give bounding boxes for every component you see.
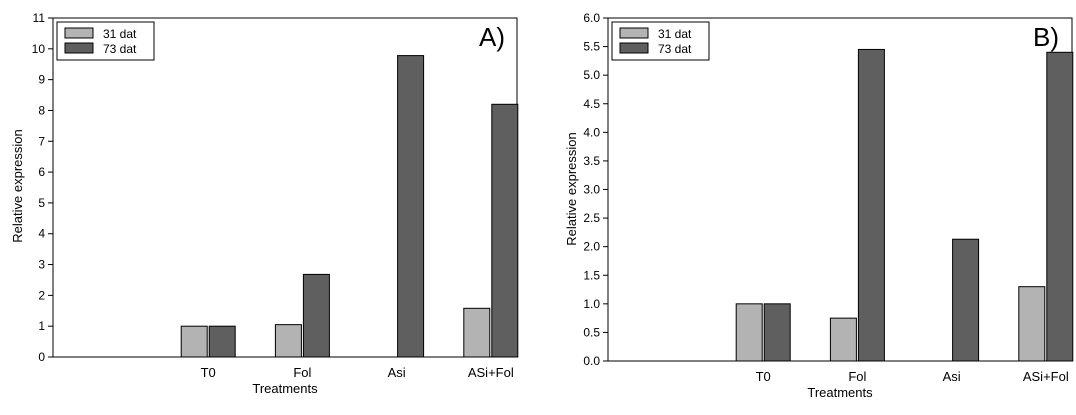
y-axis-label: Relative expression: [564, 132, 579, 245]
bar-73-dat-Fol: [857, 48, 885, 362]
bar-73-dat-T0: [208, 325, 236, 358]
x-category-label: Fol: [293, 365, 311, 380]
x-category-label: T0: [756, 369, 771, 384]
y-tick-label: 1: [38, 319, 45, 333]
bar-31-dat-ASiFol: [463, 307, 491, 358]
y-tick-label: 1.5: [583, 268, 600, 282]
x-category-label: Asi: [943, 369, 961, 384]
y-tick-label: 4: [38, 227, 45, 241]
legend-label: 31 dat: [103, 27, 137, 41]
bar-73-dat-T0: [763, 303, 791, 362]
bar-73-dat-ASiFol: [491, 103, 519, 358]
y-axis-label: Relative expression: [10, 129, 25, 242]
y-tick-label: 8: [38, 103, 45, 117]
y-tick-label: 2.5: [583, 211, 600, 225]
y-tick-label: 2.0: [583, 240, 600, 254]
legend-swatch: [64, 27, 94, 39]
y-tick-label: 11: [33, 11, 46, 25]
y-tick-label: 5.5: [583, 40, 600, 54]
y-tick-label: 4.0: [583, 125, 600, 139]
y-tick-label: 9: [38, 73, 45, 87]
plot-frame: [52, 17, 518, 358]
y-tick-label: 6.0: [583, 11, 600, 25]
legend-label: 73 dat: [658, 42, 692, 56]
x-category-label: Asi: [388, 365, 406, 380]
panel-label: A): [479, 22, 505, 52]
y-tick-label: 7: [38, 134, 45, 148]
bar-73-dat-Asi: [952, 238, 980, 362]
x-category-label: Fol: [848, 369, 866, 384]
y-tick-label: 0.5: [583, 325, 600, 339]
x-axis-label: Treatments: [807, 385, 873, 400]
x-axis-label: Treatments: [252, 381, 318, 396]
y-tick-label: 0: [38, 350, 45, 364]
x-category-label: T0: [201, 365, 216, 380]
y-tick-label: 3.5: [583, 154, 600, 168]
chart-a: 0 1 2 3 4 5 6 7 8 9 10 11 T0 Fol Asi ASi+Fol Treatments R…: [10, 11, 519, 396]
y-tick-label: 10: [32, 42, 46, 56]
bar-31-dat-Fol: [274, 324, 302, 358]
y-tick-label: 3.0: [583, 183, 600, 197]
x-category-label: ASi+Fol: [1023, 369, 1069, 384]
y-tick-label: 4.5: [583, 97, 600, 111]
legend-swatch: [619, 42, 649, 54]
y-tick-label: 5.0: [583, 68, 600, 82]
chart-b: 0.0 0.5 1.0 1.5 2.0 2.5 3.0 3.5 4.0 4.5 5.0 5.5 6.0 T…: [564, 11, 1074, 400]
y-tick-label: 1.0: [583, 297, 600, 311]
x-category-label: ASi+Fol: [468, 365, 514, 380]
bar-31-dat-T0: [735, 303, 763, 362]
y-tick-label: 5: [38, 196, 45, 210]
legend-swatch: [64, 42, 94, 54]
legend-label: 31 dat: [658, 27, 692, 41]
panel-label: B): [1033, 22, 1059, 52]
plot-frame: [607, 17, 1073, 362]
bar-31-dat-T0: [180, 325, 208, 358]
y-tick-label: 0.0: [583, 354, 600, 368]
bar-31-dat-Fol: [829, 317, 857, 362]
y-tick-label: 2: [38, 288, 45, 302]
bar-31-dat-ASiFol: [1018, 286, 1046, 362]
legend-swatch: [619, 27, 649, 39]
y-tick-label: 3: [38, 258, 45, 272]
legend-label: 73 dat: [103, 42, 137, 56]
bar-73-dat-Asi: [397, 55, 425, 358]
y-tick-label: 6: [38, 165, 45, 179]
bar-73-dat-Fol: [302, 273, 330, 358]
bar-73-dat-ASiFol: [1046, 51, 1074, 362]
